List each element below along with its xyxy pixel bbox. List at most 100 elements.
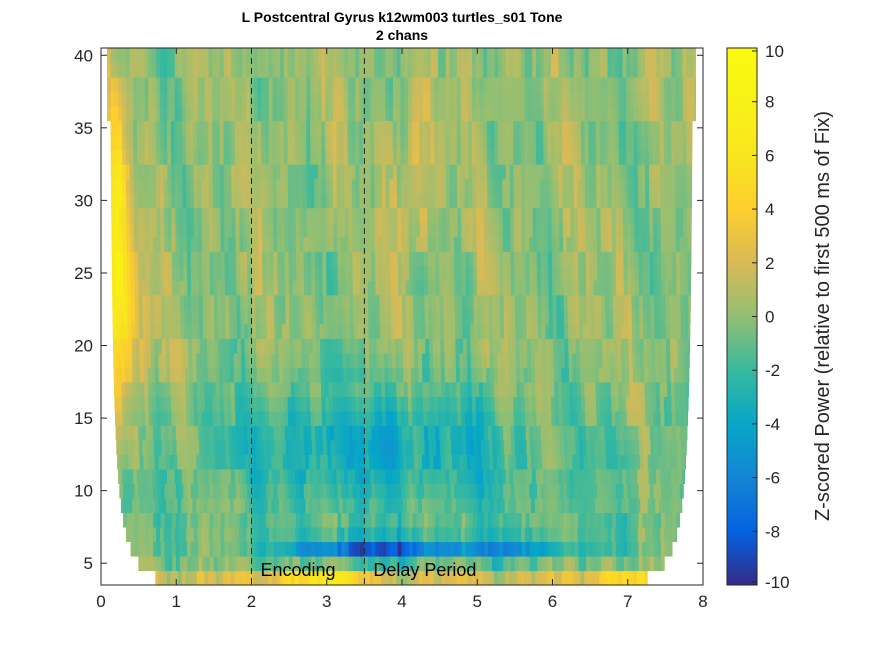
heatmap-cell: [418, 367, 423, 383]
heatmap-cell: [302, 526, 308, 543]
heatmap-cell: [216, 526, 221, 543]
heatmap-cell: [573, 120, 578, 136]
heatmap-cell: [172, 425, 177, 441]
heatmap-cell: [550, 149, 556, 165]
heatmap-cell: [453, 178, 458, 194]
heatmap-cell: [419, 120, 424, 136]
heatmap-cell: [569, 106, 575, 122]
heatmap-cell: [635, 309, 640, 325]
heatmap-cell: [688, 338, 691, 354]
heatmap-cell: [580, 381, 585, 397]
heatmap-cell: [289, 294, 294, 310]
heatmap-cell: [528, 468, 533, 484]
heatmap-cell: [376, 497, 382, 514]
heatmap-cell: [140, 468, 146, 484]
heatmap-cell: [130, 541, 135, 557]
heatmap-cell: [661, 309, 667, 325]
heatmap-cell: [298, 106, 304, 122]
heatmap-cell: [211, 497, 216, 514]
heatmap-cell: [242, 396, 247, 412]
heatmap-cell: [281, 512, 286, 528]
heatmap-cell: [635, 280, 640, 296]
heatmap-cell: [668, 425, 674, 441]
heatmap-cell: [333, 410, 338, 426]
heatmap-cell: [659, 381, 664, 397]
heatmap-cell: [449, 193, 455, 209]
heatmap-cell: [660, 526, 665, 543]
heatmap-cell: [511, 323, 516, 339]
heatmap-cell: [647, 338, 652, 354]
heatmap-cell: [250, 410, 255, 426]
heatmap-cell: [611, 164, 616, 180]
heatmap-cell: [346, 338, 351, 354]
heatmap-cell: [652, 193, 658, 209]
heatmap-cell: [216, 236, 222, 252]
heatmap-cell: [217, 251, 222, 267]
heatmap-cell: [196, 367, 201, 383]
heatmap-cell: [442, 193, 447, 209]
heatmap-cell: [667, 120, 672, 136]
heatmap-cell: [296, 541, 301, 557]
heatmap-cell: [115, 207, 120, 223]
heatmap-cell: [633, 135, 638, 151]
heatmap-cell: [348, 236, 353, 252]
heatmap-cell: [611, 410, 617, 426]
heatmap-cell: [669, 338, 675, 354]
heatmap-cell: [336, 135, 341, 151]
heatmap-cell: [310, 193, 315, 209]
heatmap-cell: [287, 120, 292, 136]
heatmap-cell: [120, 497, 126, 514]
heatmap-cell: [672, 251, 677, 267]
heatmap-cell: [148, 396, 153, 412]
heatmap-cell: [198, 512, 203, 528]
heatmap-cell: [114, 120, 119, 136]
heatmap-cell: [611, 193, 616, 209]
heatmap-cell: [187, 294, 192, 310]
heatmap-cell: [646, 483, 651, 499]
heatmap-cell: [501, 381, 506, 397]
heatmap-cell: [454, 265, 459, 281]
heatmap-cell: [337, 541, 342, 557]
heatmap-cell: [428, 280, 433, 296]
heatmap-cell: [190, 512, 196, 528]
heatmap-cell: [521, 178, 526, 194]
heatmap-cell: [529, 512, 534, 528]
heatmap-cell: [539, 120, 544, 136]
heatmap-cell: [686, 135, 691, 151]
heatmap-cell: [618, 120, 623, 136]
heatmap-cell: [494, 149, 499, 165]
heatmap-cell: [563, 236, 568, 252]
heatmap-cell: [619, 425, 625, 441]
heatmap-cell: [251, 555, 256, 572]
heatmap-cell: [194, 541, 199, 557]
heatmap-cell: [346, 323, 351, 339]
heatmap-cell: [232, 512, 237, 528]
heatmap-cell: [539, 178, 545, 194]
heatmap-cell: [654, 338, 660, 354]
heatmap-cell: [586, 294, 591, 310]
heatmap-cell: [610, 120, 616, 136]
heatmap-cell: [435, 425, 440, 441]
heatmap-cell: [551, 164, 556, 180]
heatmap-cell: [434, 193, 440, 209]
heatmap-cell: [468, 178, 473, 194]
heatmap-cell: [509, 106, 514, 122]
heatmap-cell: [193, 526, 199, 543]
heatmap-cell: [670, 367, 675, 383]
heatmap-cell: [684, 439, 687, 455]
heatmap-cell: [646, 512, 651, 528]
heatmap-cell: [154, 352, 160, 368]
heatmap-cell: [201, 396, 206, 412]
heatmap-cell: [178, 178, 184, 194]
heatmap-cell: [423, 222, 429, 238]
heatmap-cell: [230, 468, 236, 484]
heatmap-cell: [690, 236, 692, 252]
heatmap-cell: [510, 410, 515, 426]
heatmap-cell: [604, 410, 609, 426]
heatmap-cell: [154, 323, 159, 339]
heatmap-cell: [175, 251, 181, 267]
heatmap-cell: [460, 120, 465, 136]
heatmap-cell: [686, 410, 689, 426]
heatmap-cell: [342, 309, 347, 325]
heatmap-cell: [472, 164, 477, 180]
